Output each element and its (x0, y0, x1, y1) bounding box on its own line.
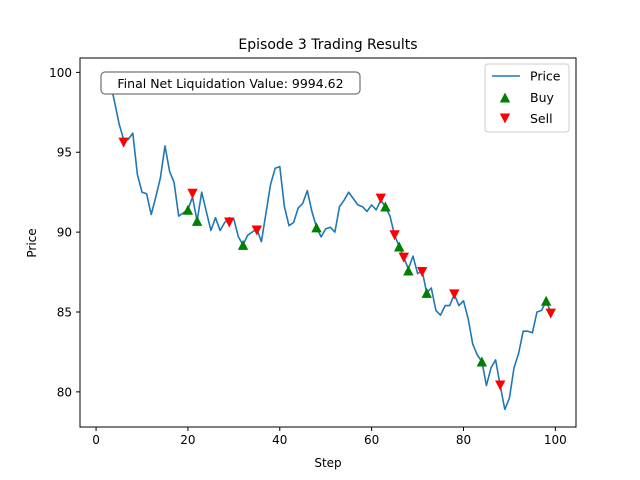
legend-sell-label: Sell (530, 111, 553, 126)
sell-marker (545, 308, 556, 319)
x-tick-label: 40 (272, 433, 287, 447)
sell-marker (251, 225, 263, 236)
sell-marker (375, 193, 387, 204)
sell-marker (389, 230, 400, 241)
buy-marker (403, 265, 414, 276)
plot-area (100, 78, 556, 411)
y-axis-label: Price (25, 228, 39, 257)
sell-marker (187, 188, 198, 199)
sell-marker (224, 217, 235, 228)
annotation-text: Final Net Liquidation Value: 9994.62 (117, 76, 343, 91)
buy-marker (380, 201, 391, 212)
sell-marker (398, 252, 409, 263)
legend-buy-marker (499, 92, 511, 103)
x-axis: 0 20 40 60 80 100 (92, 427, 567, 447)
buy-marker (311, 222, 322, 233)
x-tick-label: 80 (456, 433, 471, 447)
buy-marker (421, 287, 432, 298)
y-axis: 80 85 90 95 100 (49, 66, 80, 399)
legend-buy-label: Buy (530, 90, 554, 105)
buy-marker (476, 356, 488, 367)
legend: Price Buy Sell (484, 63, 570, 133)
buy-marker (182, 204, 194, 215)
y-tick-label: 100 (49, 66, 72, 80)
y-tick-label: 85 (57, 305, 72, 319)
sell-marker (416, 267, 428, 278)
sell-marker (449, 289, 460, 300)
y-tick-label: 90 (57, 226, 72, 240)
x-axis-label: Step (314, 456, 341, 470)
chart-title: Episode 3 Trading Results (238, 37, 417, 53)
x-tick-label: 20 (180, 433, 195, 447)
buy-marker (540, 295, 552, 306)
y-tick-label: 80 (57, 385, 72, 399)
legend-price-label: Price (530, 69, 561, 84)
annotation-box: Final Net Liquidation Value: 9994.62 (100, 71, 361, 95)
axes-frame (79, 57, 577, 428)
sell-marker (118, 137, 129, 148)
x-tick-label: 100 (544, 433, 567, 447)
buy-marker (237, 239, 249, 250)
sell-marker (495, 380, 506, 391)
buy-marker (393, 241, 405, 252)
x-tick-label: 0 (92, 433, 100, 447)
price-line (100, 78, 552, 411)
y-tick-label: 95 (57, 146, 72, 160)
x-tick-label: 60 (364, 433, 379, 447)
legend-sell-marker (499, 113, 511, 124)
buy-marker (191, 215, 203, 226)
annotation-frame (100, 71, 361, 95)
